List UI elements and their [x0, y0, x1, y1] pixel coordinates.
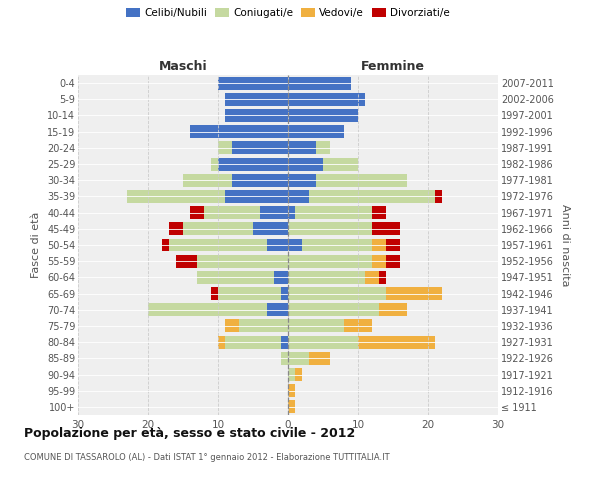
Bar	[295, 206, 372, 219]
Bar	[288, 336, 358, 348]
Bar	[344, 320, 372, 332]
Bar	[225, 190, 288, 203]
Bar	[323, 158, 358, 170]
Bar	[288, 384, 295, 397]
Bar	[288, 142, 316, 154]
Bar	[239, 320, 288, 332]
Bar	[197, 254, 288, 268]
Y-axis label: Anni di nascita: Anni di nascita	[560, 204, 571, 286]
Bar	[232, 142, 288, 154]
Bar	[288, 125, 344, 138]
Bar	[372, 222, 400, 235]
Bar	[267, 304, 288, 316]
Bar	[225, 93, 288, 106]
Text: Maschi: Maschi	[158, 60, 208, 72]
Bar	[225, 109, 288, 122]
Bar	[288, 400, 295, 413]
Bar	[309, 190, 435, 203]
Bar	[358, 336, 435, 348]
Bar	[148, 304, 267, 316]
Bar	[162, 238, 169, 252]
Y-axis label: Fasce di età: Fasce di età	[31, 212, 41, 278]
Text: COMUNE DI TASSAROLO (AL) - Dati ISTAT 1° gennaio 2012 - Elaborazione TUTTITALIA.: COMUNE DI TASSAROLO (AL) - Dati ISTAT 1°…	[24, 452, 389, 462]
Text: Popolazione per età, sesso e stato civile - 2012: Popolazione per età, sesso e stato civil…	[24, 428, 355, 440]
Bar	[316, 142, 330, 154]
Bar	[288, 158, 323, 170]
Bar	[288, 254, 372, 268]
Bar	[316, 174, 407, 186]
Bar	[288, 352, 309, 365]
Bar	[176, 254, 197, 268]
Bar	[218, 142, 232, 154]
Bar	[211, 287, 218, 300]
Bar	[281, 352, 288, 365]
Bar	[386, 254, 400, 268]
Bar	[225, 336, 281, 348]
Bar	[288, 320, 344, 332]
Bar	[218, 336, 225, 348]
Bar	[190, 125, 288, 138]
Bar	[372, 206, 386, 219]
Bar	[288, 271, 365, 284]
Bar	[288, 174, 316, 186]
Bar	[372, 238, 386, 252]
Bar	[309, 352, 330, 365]
Bar	[197, 271, 274, 284]
Bar	[288, 287, 386, 300]
Bar	[190, 206, 204, 219]
Bar	[435, 190, 442, 203]
Bar	[288, 76, 351, 90]
Bar	[281, 336, 288, 348]
Bar	[288, 93, 365, 106]
Bar	[127, 190, 225, 203]
Bar	[260, 206, 288, 219]
Bar	[204, 206, 260, 219]
Text: Femmine: Femmine	[361, 60, 425, 72]
Bar	[169, 222, 183, 235]
Bar	[211, 158, 218, 170]
Bar	[267, 238, 288, 252]
Bar	[379, 271, 386, 284]
Bar	[183, 174, 232, 186]
Legend: Celibi/Nubili, Coniugati/e, Vedovi/e, Divorziati/e: Celibi/Nubili, Coniugati/e, Vedovi/e, Di…	[127, 8, 449, 18]
Bar	[288, 222, 372, 235]
Bar	[253, 222, 288, 235]
Bar	[274, 271, 288, 284]
Bar	[288, 238, 302, 252]
Bar	[183, 222, 253, 235]
Bar	[225, 320, 239, 332]
Bar	[218, 287, 281, 300]
Bar	[169, 238, 267, 252]
Bar	[288, 206, 295, 219]
Bar	[218, 76, 288, 90]
Bar	[288, 304, 379, 316]
Bar	[232, 174, 288, 186]
Bar	[365, 271, 379, 284]
Bar	[281, 287, 288, 300]
Bar	[288, 109, 358, 122]
Bar	[218, 158, 288, 170]
Bar	[379, 304, 407, 316]
Bar	[386, 287, 442, 300]
Bar	[302, 238, 372, 252]
Bar	[372, 254, 386, 268]
Bar	[288, 190, 309, 203]
Bar	[295, 368, 302, 381]
Bar	[288, 368, 295, 381]
Bar	[386, 238, 400, 252]
